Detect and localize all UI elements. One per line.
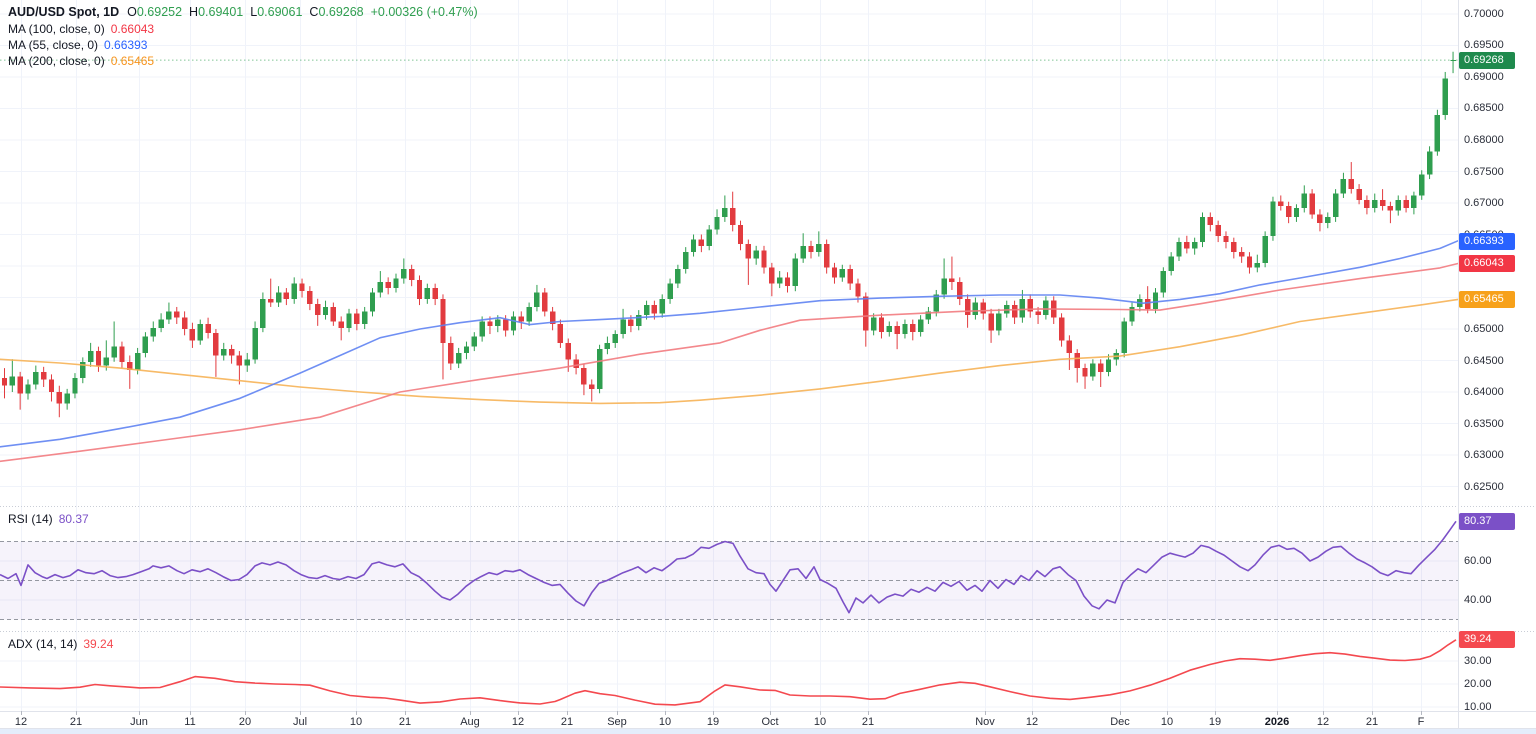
time-tick-label: 12 (511, 716, 525, 728)
time-tick-label: Jul (292, 716, 308, 728)
price-tick-label: 40.00 (1464, 593, 1492, 606)
time-tick-label: 2026 (1264, 716, 1290, 728)
time-tick-label: 20 (238, 716, 252, 728)
rsi-value-badge: 80.37 (1459, 512, 1515, 530)
price-tick-label: 0.69000 (1464, 70, 1504, 83)
ohlc-low: L0.69061 (250, 5, 303, 19)
price-tick-label: 0.62500 (1464, 480, 1504, 493)
symbol-legend[interactable]: AUD/USD Spot, 1D O0.69252 H0.69401 L0.69061… (8, 5, 478, 19)
time-tick-label: 21 (398, 716, 412, 728)
time-tick-label: F (1417, 716, 1425, 728)
time-tick-label: 19 (706, 716, 720, 728)
time-tick-label: Oct (761, 716, 779, 728)
ma-200-value: 0.65465 (110, 54, 155, 68)
price-tick-label: 0.63500 (1464, 417, 1504, 430)
time-tick-label: Aug (460, 716, 480, 728)
adx-legend[interactable]: ADX (14, 14) 39.24 (8, 637, 113, 651)
ohlc-high: H0.69401 (189, 5, 244, 19)
ohlc-open: O0.69252 (127, 5, 183, 19)
price-tick-label: 0.64500 (1464, 354, 1504, 367)
time-tick-label: Dec (1110, 716, 1130, 728)
price-tick-label: 0.67500 (1464, 165, 1504, 178)
rsi-legend[interactable]: RSI (14) 80.37 (8, 512, 89, 526)
time-tick-label: 21 (69, 716, 83, 728)
price-tick-label: 0.69500 (1464, 39, 1504, 52)
price-tick-label: 0.63000 (1464, 449, 1504, 462)
time-tick-label: 10 (349, 716, 363, 728)
ma-55-label: MA (55, close, 0) (8, 38, 99, 52)
price-tick-label: 0.68000 (1464, 133, 1504, 146)
time-tick-label: Nov (975, 716, 995, 728)
price-tick-label: 0.70000 (1464, 7, 1504, 20)
ma-200-label: MA (200, close, 0) (8, 54, 105, 68)
price-tick-label: 20.00 (1464, 678, 1492, 690)
time-tick-label: 11 (184, 716, 196, 728)
ma-200-badge: 0.65465 (1459, 291, 1515, 309)
time-tick-label: 10 (658, 716, 672, 728)
time-tick-label: 21 (560, 716, 574, 728)
last-price-badge: 0.69268 (1459, 51, 1515, 69)
price-tick-label: 30.00 (1464, 655, 1492, 667)
symbol-title: AUD/USD Spot, 1D (8, 5, 120, 19)
adx-value: 39.24 (83, 637, 114, 651)
time-tick-label: 21 (1365, 716, 1379, 728)
price-tick-label: 10.00 (1464, 700, 1492, 713)
ma-200-legend[interactable]: MA (200, close, 0) 0.65465 (8, 54, 154, 68)
rsi-label: RSI (14) (8, 512, 53, 526)
ma-55-legend[interactable]: MA (55, close, 0) 0.66393 (8, 38, 147, 52)
ma-100-legend[interactable]: MA (100, close, 0) 0.66043 (8, 22, 154, 36)
ma-55-value: 0.66393 (104, 38, 148, 52)
price-tick-label: 0.68500 (1464, 102, 1504, 115)
time-tick-label: 21 (861, 716, 875, 728)
time-tick-label: 10 (1160, 716, 1174, 728)
time-tick-label: 12 (1025, 716, 1039, 728)
time-tick-label: 12 (1316, 716, 1330, 728)
time-tick-label: Sep (607, 716, 627, 728)
price-tick-label: 0.64000 (1464, 386, 1504, 399)
price-tick-label: 60.00 (1464, 554, 1492, 567)
ma-100-value: 0.66043 (110, 22, 155, 36)
price-tick-label: 0.67000 (1464, 197, 1504, 209)
time-tick-label: 19 (1208, 716, 1222, 728)
time-tick-label: 10 (813, 716, 827, 728)
ma-100-label: MA (100, close, 0) (8, 22, 105, 36)
rsi-value: 80.37 (58, 512, 89, 526)
ohlc-close: C0.69268 (309, 5, 364, 19)
adx-label: ADX (14, 14) (8, 637, 78, 651)
ma-55-badge: 0.66393 (1459, 232, 1515, 250)
time-tick-label: Jun (130, 716, 148, 728)
adx-value-badge: 39.24 (1459, 631, 1515, 649)
change-value: +0.00326 (+0.47%) (370, 5, 478, 19)
time-tick-label: 12 (14, 716, 28, 728)
ma-100-badge: 0.66043 (1459, 254, 1515, 272)
price-tick-label: 0.65000 (1464, 323, 1504, 336)
